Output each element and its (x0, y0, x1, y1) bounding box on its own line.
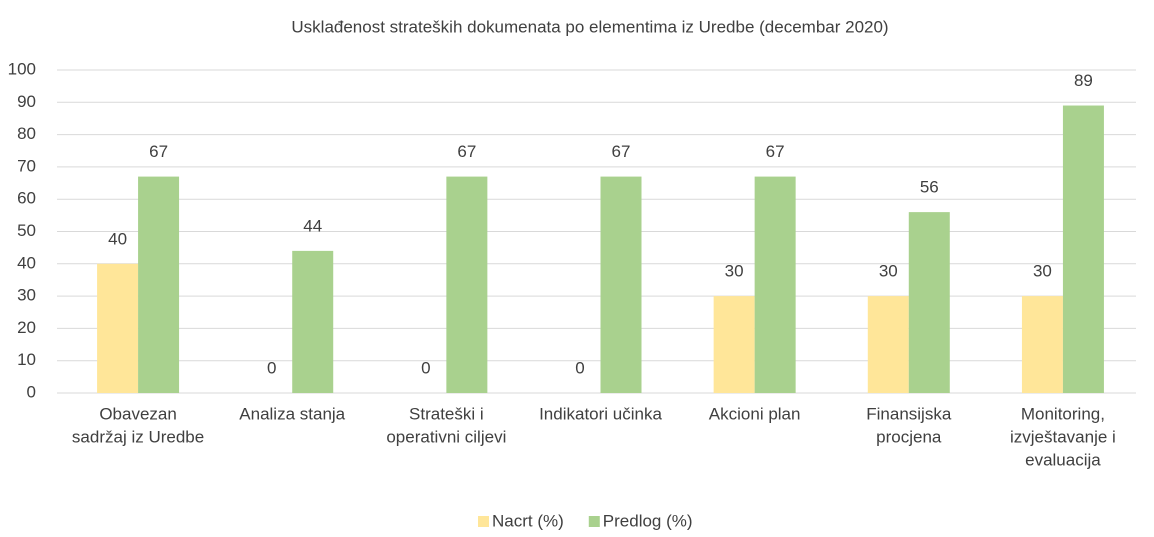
value-label: 67 (457, 142, 476, 161)
y-tick-label: 90 (17, 92, 36, 111)
y-tick-label: 30 (17, 286, 36, 305)
value-label: 0 (267, 358, 276, 377)
x-tick-label: Obavezan (99, 404, 177, 423)
y-tick-label: 10 (17, 350, 36, 369)
bar (97, 263, 139, 393)
bar (754, 176, 796, 393)
chart-title: Usklađenost strateških dokumenata po ele… (291, 17, 888, 36)
value-label: 56 (920, 178, 939, 197)
bar (138, 176, 180, 393)
value-label: 40 (108, 229, 127, 248)
value-label: 30 (725, 262, 744, 281)
value-label: 30 (879, 262, 898, 281)
x-tick-label: Analiza stanja (239, 404, 345, 423)
bar (908, 212, 950, 393)
bar (446, 176, 488, 393)
value-label: 67 (612, 142, 631, 161)
y-tick-label: 40 (17, 253, 36, 272)
value-label: 44 (303, 216, 322, 235)
legend-label: Nacrt (%) (492, 511, 564, 530)
bar (600, 176, 642, 393)
y-tick-label: 0 (27, 382, 36, 401)
x-tick-label: Finansijska (866, 404, 952, 423)
value-label: 67 (766, 142, 785, 161)
y-tick-label: 20 (17, 318, 36, 337)
legend-label: Predlog (%) (603, 511, 693, 530)
bar (713, 296, 755, 393)
y-tick-label: 100 (8, 59, 36, 78)
legend-swatch (478, 516, 489, 527)
value-label: 30 (1033, 262, 1052, 281)
value-label: 67 (149, 142, 168, 161)
x-tick-label: sadržaj iz Uredbe (72, 427, 204, 446)
value-label: 0 (421, 358, 430, 377)
x-tick-label: Indikatori učinka (539, 404, 662, 423)
x-tick-label: operativni ciljevi (386, 427, 506, 446)
y-tick-label: 50 (17, 221, 36, 240)
bar (867, 296, 909, 393)
bar (292, 250, 334, 393)
x-tick-label: Akcioni plan (709, 404, 801, 423)
x-tick-label: Monitoring, (1021, 404, 1105, 423)
x-tick-label: Strateški i (409, 404, 484, 423)
value-label: 89 (1074, 71, 1093, 90)
x-tick-label: evaluacija (1025, 450, 1101, 469)
y-tick-label: 70 (17, 156, 36, 175)
x-tick-label: izvještavanje i (1010, 427, 1116, 446)
y-tick-label: 60 (17, 189, 36, 208)
bar (1062, 105, 1104, 393)
y-tick-label: 80 (17, 124, 36, 143)
x-tick-label: procjena (876, 427, 942, 446)
bar (1021, 296, 1063, 393)
legend-swatch (588, 516, 600, 527)
value-label: 0 (575, 358, 584, 377)
